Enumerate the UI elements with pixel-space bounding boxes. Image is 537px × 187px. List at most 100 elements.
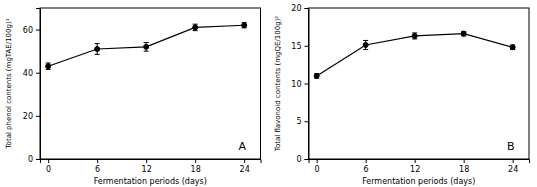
tick-label: 18 [191,165,201,174]
x-tick: 6 [95,159,100,174]
point [412,33,417,38]
tick-mark [244,159,245,163]
axis-line [41,160,262,164]
point [95,46,100,51]
panel-label: B [507,140,515,153]
panel-label: A [238,140,246,153]
tick-label: 12 [410,165,420,174]
tick-label: 5 [296,117,301,126]
error-bar [242,23,247,28]
tick-label: 6 [95,165,100,174]
x-tick: 0 [46,159,51,174]
error-bar [95,44,100,55]
tick-label: 20 [23,112,33,121]
tick-mark [146,159,147,163]
y-axis-title: Total flavonoid contents (mgQE/100g)² [274,16,282,153]
tick-label: 18 [459,165,469,174]
tick-mark [464,159,465,163]
axis-line [305,9,310,160]
y-axis-title: Total phenol contents (mgTAE/100g)¹ [5,18,13,149]
panel: 0 6 12 18 24 0 20 40 60 A Fermentation periods (da… [5,8,261,186]
data-layer [46,23,247,70]
plot-frame [309,8,530,159]
error-bar [510,45,515,50]
y-tick: 0 [296,155,308,164]
error-bar [144,43,149,52]
x-tick: 12 [410,159,420,174]
axis-line [36,9,41,160]
error-bar [193,24,198,30]
point [510,45,515,50]
panel: 0 6 12 18 24 0 5 10 15 20 B Fermentation periods (d… [274,4,530,186]
tick-label: 0 [296,155,301,164]
x-axis: 0 6 12 18 24 [309,159,530,174]
x-tick: 6 [364,159,369,174]
tick-mark [366,159,367,163]
tick-label: 60 [23,26,33,35]
tick-label: 15 [291,42,301,51]
y-tick: 10 [291,80,308,89]
tick-label: 20 [291,4,301,13]
x-tick: 24 [240,159,250,174]
x-tick: 24 [508,159,518,174]
axis-line [309,160,530,164]
y-axis: 0 20 40 60 [23,9,41,165]
tick-label: 40 [23,69,33,78]
y-tick: 60 [23,26,40,35]
chart-container: 061218240204060AFermentation periods (da… [0,0,537,187]
x-axis-title: Fermentation periods (days) [362,177,475,186]
point [193,25,198,30]
x-tick: 18 [191,159,201,174]
tick-mark [195,159,196,163]
line [317,34,513,76]
tick-mark [305,46,309,47]
point [461,31,466,36]
y-tick: 20 [291,4,308,13]
y-tick: 40 [23,69,40,78]
y-axis: 0 5 10 15 20 [291,4,309,164]
tick-label: 10 [291,80,301,89]
error-bar [461,31,466,36]
error-bar [46,63,51,69]
figure: 061218240204060AFermentation periods (da… [0,0,537,187]
x-tick: 0 [315,159,320,174]
tick-mark [36,30,40,31]
tick-label: 0 [46,165,51,174]
error-bar [412,33,417,39]
x-axis: 0 6 12 18 24 [41,159,262,174]
y-tick: 15 [291,42,308,51]
tick-mark [97,159,98,163]
x-axis-title: Fermentation periods (days) [94,177,207,186]
point [242,23,247,28]
tick-label: 12 [142,165,152,174]
tick-mark [36,159,40,160]
y-tick: 5 [296,117,308,126]
tick-mark [317,159,318,163]
tick-mark [513,159,514,163]
tick-label: 24 [240,165,250,174]
tick-label: 24 [508,165,518,174]
error-bar [363,40,368,49]
x-tick: 12 [142,159,152,174]
tick-mark [36,73,40,74]
line [48,25,244,66]
point [314,73,319,78]
x-tick: 18 [459,159,469,174]
tick-label: 0 [28,155,33,164]
tick-mark [305,159,309,160]
tick-mark [415,159,416,163]
tick-mark [36,116,40,117]
y-tick: 20 [23,112,40,121]
tick-mark [305,121,309,122]
error-bar [314,74,319,79]
tick-mark [305,84,309,85]
y-tick: 0 [28,155,40,164]
tick-mark [305,8,309,9]
point [363,42,368,47]
tick-mark [48,159,49,163]
tick-label: 6 [364,165,369,174]
tick-label: 0 [315,165,320,174]
point [46,64,51,69]
plot-frame [40,8,261,159]
data-layer [314,31,515,78]
